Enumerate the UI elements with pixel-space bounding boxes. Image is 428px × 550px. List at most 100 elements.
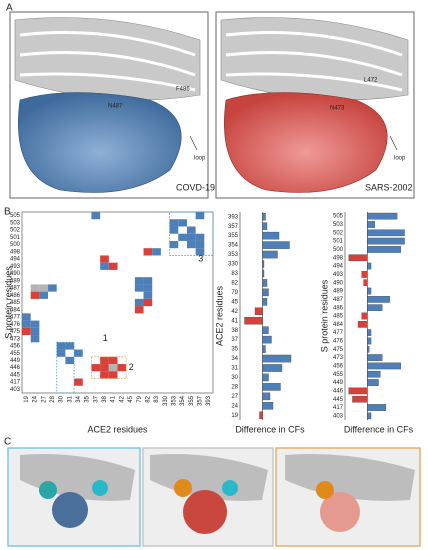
y-tick-label: 493 <box>333 272 344 278</box>
x-tick-label: 41 <box>111 395 117 402</box>
residue-label: F486 <box>176 87 190 93</box>
bar <box>352 395 368 403</box>
residue-label: L472 <box>364 78 378 84</box>
heat-cell <box>134 306 144 314</box>
bar <box>367 329 372 336</box>
y-tick-label: 82 <box>231 280 238 286</box>
bar <box>262 383 281 391</box>
heat-cell <box>100 255 109 263</box>
y-tick-label: 24 <box>231 403 238 409</box>
residue-label: N473 <box>330 106 345 112</box>
bar <box>262 364 283 372</box>
bar <box>244 316 263 325</box>
heat-cell <box>195 240 205 249</box>
bar <box>262 241 290 249</box>
bar <box>367 362 401 370</box>
caption: COVD-19 <box>176 182 215 192</box>
heat-cell <box>74 378 83 386</box>
heat-cell <box>30 327 40 336</box>
y-tick-label: 456 <box>10 344 21 350</box>
y-tick-label: 489 <box>333 289 344 295</box>
bar <box>367 229 405 237</box>
y-axis-label: ACE2 residues <box>214 285 224 346</box>
y-tick-label: 417 <box>10 380 21 386</box>
heat-cell <box>186 226 196 234</box>
x-tick-label: 30 <box>59 395 65 402</box>
y-tick-label: 34 <box>231 356 238 362</box>
x-tick-label: 24 <box>33 395 39 402</box>
x-tick-label: 79 <box>137 395 143 402</box>
y-tick-label: 41 <box>231 318 238 324</box>
y-tick-label: 494 <box>333 264 344 270</box>
protein-image <box>275 447 421 547</box>
heat-cell <box>186 233 196 241</box>
x-axis-label: Difference in CFs <box>344 424 414 434</box>
x-tick-label: 393 <box>206 395 212 406</box>
bar <box>262 392 271 401</box>
bar <box>262 222 268 230</box>
y-tick-label: 79 <box>231 290 238 296</box>
y-tick-label: 503 <box>333 222 344 228</box>
bar <box>367 237 405 245</box>
y-tick-label: 355 <box>228 233 239 239</box>
bar <box>262 279 268 287</box>
bar <box>367 304 383 311</box>
y-tick-label: 446 <box>10 365 21 371</box>
bar <box>259 411 263 420</box>
y-tick-label: 502 <box>10 228 21 234</box>
heat-cell <box>39 291 49 299</box>
y-tick-label: 476 <box>333 339 344 345</box>
heat-cell <box>143 298 153 307</box>
y-tick-label: 485 <box>10 300 21 306</box>
x-tick-label: 354 <box>180 395 186 406</box>
heat-cell <box>195 248 205 256</box>
panel-label: B <box>4 207 11 218</box>
bar <box>254 307 263 316</box>
y-tick-label: 455 <box>10 351 21 357</box>
x-tick-label: 19 <box>24 395 30 402</box>
heat-cell <box>134 284 144 292</box>
bar <box>367 262 372 270</box>
y-tick-label: 357 <box>228 224 239 230</box>
heat-cell <box>39 284 49 292</box>
x-tick-label: 42 <box>119 395 125 402</box>
heat-cell <box>195 233 205 241</box>
bar <box>367 296 390 303</box>
x-tick-label: 34 <box>76 395 82 402</box>
arrow <box>389 135 398 151</box>
panel-label: C <box>4 437 11 448</box>
y-tick-label: 498 <box>10 249 21 255</box>
y-tick-label: 27 <box>231 394 238 400</box>
y-tick-label: 403 <box>10 387 21 393</box>
bar <box>262 402 274 410</box>
x-axis-label: Difference in CFs <box>235 424 305 434</box>
bar <box>367 345 370 353</box>
heat-cell <box>100 356 109 365</box>
bar <box>262 345 266 353</box>
bar <box>367 221 375 228</box>
y-tick-label: 473 <box>333 355 344 361</box>
y-tick-label: 502 <box>333 230 344 236</box>
heat-cell <box>65 342 75 350</box>
y-tick-label: 449 <box>333 380 344 386</box>
heat-cell <box>195 212 205 220</box>
annotation: 3 <box>198 253 203 263</box>
bar <box>367 412 372 420</box>
heat-cell <box>74 349 83 357</box>
y-tick-label: 35 <box>231 347 238 353</box>
bar <box>367 246 401 253</box>
x-tick-label: 37 <box>93 395 99 402</box>
y-tick-label: 498 <box>333 255 344 261</box>
heat-cell <box>56 342 66 350</box>
heat-cell <box>143 291 153 299</box>
heat-cell <box>108 364 118 372</box>
heat-cell <box>48 284 57 292</box>
y-tick-label: 330 <box>228 262 239 268</box>
heat-cell <box>30 291 40 299</box>
y-tick-label: 477 <box>10 315 21 321</box>
y-tick-label: 476 <box>10 322 21 328</box>
y-tick-label: 500 <box>10 242 21 248</box>
heat-cell <box>143 277 153 285</box>
heat-cell <box>169 226 179 234</box>
annotation: 1 <box>103 333 108 343</box>
